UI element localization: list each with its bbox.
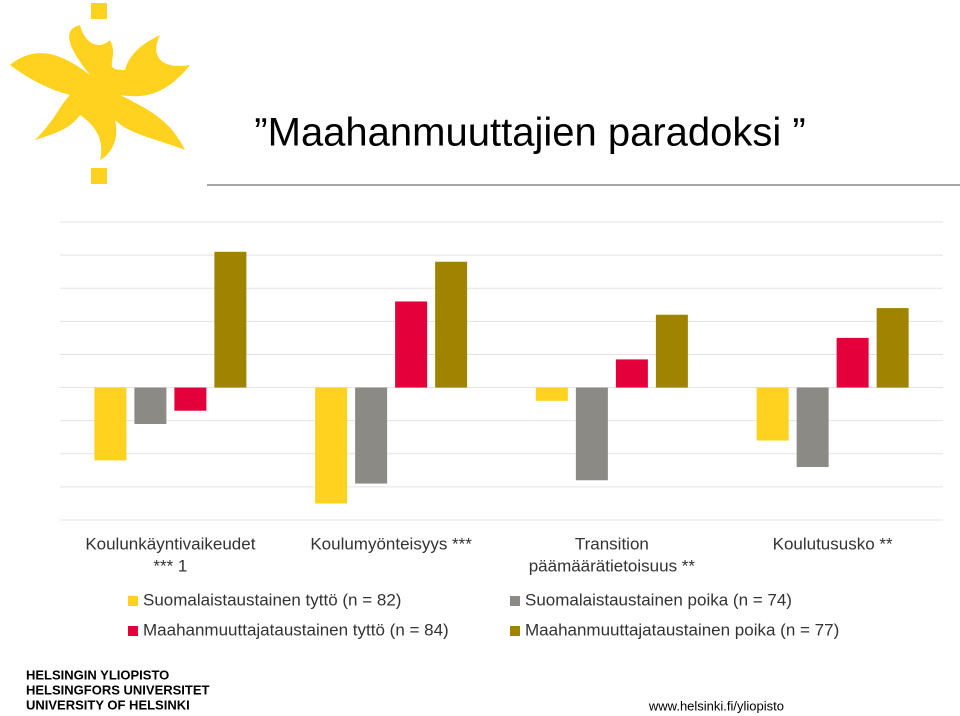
bar bbox=[134, 387, 167, 424]
x-tick-label: päämäärätietoisuus ** bbox=[529, 556, 696, 575]
bar bbox=[535, 387, 568, 401]
bar bbox=[756, 387, 789, 441]
bar bbox=[315, 387, 348, 504]
bar bbox=[214, 251, 247, 388]
legend-label: Maahanmuuttajataustainen poika (n = 77) bbox=[525, 620, 839, 639]
legend-swatch bbox=[128, 596, 138, 606]
bar bbox=[395, 301, 428, 388]
legend-label: Maahanmuuttajataustainen tyttö (n = 84) bbox=[143, 620, 449, 639]
legend-label: Suomalaistaustainen poika (n = 74) bbox=[525, 590, 792, 609]
bar bbox=[435, 261, 468, 388]
logo-flame bbox=[10, 3, 190, 184]
bar bbox=[796, 387, 829, 468]
bar bbox=[876, 308, 909, 388]
logo-text: HELSINGFORS UNIVERSITET bbox=[26, 682, 210, 697]
logo-text: HELSINGIN YLIOPISTO bbox=[26, 667, 169, 682]
x-tick-label: Koulutususko ** bbox=[773, 534, 893, 553]
logo-text: UNIVERSITY OF HELSINKI bbox=[26, 697, 190, 712]
x-tick-label: *** 1 bbox=[153, 556, 187, 575]
legend-label: Suomalaistaustainen tyttö (n = 82) bbox=[143, 590, 401, 609]
chart-title: ”Maahanmuuttajien paradoksi ” bbox=[254, 111, 805, 155]
bar bbox=[836, 337, 869, 388]
legend-swatch bbox=[128, 626, 138, 636]
x-tick-label: Transition bbox=[575, 534, 649, 553]
legend-swatch bbox=[510, 626, 520, 636]
bar bbox=[355, 387, 388, 484]
x-tick-label: Koulunkäyntivaikeudet bbox=[85, 534, 255, 553]
bar bbox=[94, 387, 127, 461]
bar bbox=[174, 387, 207, 411]
legend-swatch bbox=[510, 596, 520, 606]
x-tick-label: Koulumyönteisyys *** bbox=[310, 534, 472, 553]
bar bbox=[615, 359, 648, 388]
bar bbox=[655, 314, 688, 388]
bar bbox=[575, 387, 608, 481]
footer-url: www.helsinki.fi/yliopisto bbox=[648, 698, 784, 713]
